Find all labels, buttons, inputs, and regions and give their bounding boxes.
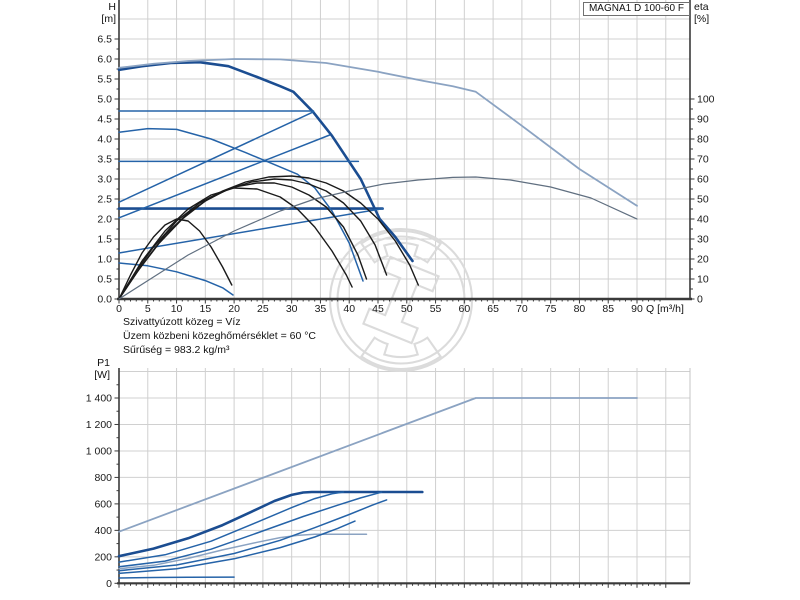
p1-tick-label: 800 xyxy=(94,472,112,484)
p1-tick-label: 1 000 xyxy=(86,445,112,457)
eta-tick-label: 50 xyxy=(697,194,709,206)
power-mid-curve xyxy=(118,533,368,570)
h-tick-label: 3.5 xyxy=(97,154,112,166)
eta-tick-label: 80 xyxy=(697,134,709,146)
power-curve-4 xyxy=(118,499,388,572)
pump-model-label: MAGNA1 D 100-60 F xyxy=(583,2,690,16)
eta-tick-label: 30 xyxy=(697,234,709,246)
p1-tick-label: 1 200 xyxy=(86,419,112,431)
q-tick-label: 10 xyxy=(171,303,183,315)
q-tick-label: 25 xyxy=(257,303,269,315)
power-max-curve xyxy=(117,490,424,558)
mid-speed-curve xyxy=(118,127,364,282)
eta-tick-label: 0 xyxy=(697,294,703,306)
q-tick-label: 60 xyxy=(458,303,470,315)
twin-max-curve xyxy=(118,58,638,207)
q-axis-unit-label: Q [m³/h] xyxy=(646,303,684,315)
h-tick-label: 6.0 xyxy=(97,54,112,66)
q-tick-label: 70 xyxy=(516,303,528,315)
eta-curve-mid xyxy=(118,187,353,300)
h-tick-label: 1.0 xyxy=(97,254,112,266)
q-tick-label: 35 xyxy=(315,303,327,315)
h-tick-label: 0.0 xyxy=(97,294,112,306)
h-tick-label: 3.0 xyxy=(97,174,112,186)
h-tick-label: 2.5 xyxy=(97,194,112,206)
eta-axis-label-symbol: eta xyxy=(694,1,709,13)
q-tick-label: 65 xyxy=(487,303,499,315)
annotation-pumped-medium: Szivattyúzott közeg = Víz xyxy=(123,316,241,328)
p1-tick-label: 1 400 xyxy=(86,393,112,405)
power-curve-5 xyxy=(118,520,356,575)
bottom-chart-axes: 0 200 400 600 800 1 000 1 200 1 400 xyxy=(86,368,691,590)
q-tick-label: 20 xyxy=(228,303,240,315)
q-tick-label: 85 xyxy=(602,303,614,315)
annotation-liquid-temperature: Üzem közbeni közeghőmérséklet = 60 °C xyxy=(123,330,316,342)
h-tick-label: 0.5 xyxy=(97,274,112,286)
p1-tick-label: 200 xyxy=(94,551,112,563)
eta-tick-label: 70 xyxy=(697,154,709,166)
prop-pressure-curve-1 xyxy=(118,111,315,203)
h-tick-label: 4.5 xyxy=(97,114,112,126)
h-axis-label-symbol: H xyxy=(108,1,116,13)
h-tick-label: 5.0 xyxy=(97,94,112,106)
watermark-coupling-beam xyxy=(362,255,440,345)
top-chart-grid xyxy=(119,0,690,299)
top-chart-axes: 0.0 0.5 1.0 1.5 2.0 2.5 3.0 3.5 4.0 4.5 5.0 5.5 6.0 6… xyxy=(97,0,715,315)
eta-tick-label: 100 xyxy=(697,94,715,106)
q-tick-label: 90 xyxy=(631,303,643,315)
eta-tick-label: 40 xyxy=(697,214,709,226)
q-tick-label: 0 xyxy=(116,303,122,315)
q-tick-label: 55 xyxy=(430,303,442,315)
top-chart-series xyxy=(117,58,638,300)
eta-axis-label-unit: [%] xyxy=(694,13,710,25)
q-tick-label: 30 xyxy=(286,303,298,315)
eta-curve-twin xyxy=(118,176,638,300)
h-tick-label: 4.0 xyxy=(97,134,112,146)
watermark-top-flange xyxy=(359,230,443,264)
p1-axis-label-symbol: P1 xyxy=(97,357,110,369)
q-tick-label: 80 xyxy=(574,303,586,315)
q-tick-label: 75 xyxy=(545,303,557,315)
annotation-density: Sűrűség = 983.2 kg/m³ xyxy=(123,344,230,356)
p1-tick-label: 600 xyxy=(94,498,112,510)
operating-conditions-note: Szivattyúzott közeg = Víz Üzem közbeni k… xyxy=(123,315,316,357)
eta-tick-label: 20 xyxy=(697,254,709,266)
q-tick-label: 40 xyxy=(343,303,355,315)
eta-tick-label: 90 xyxy=(697,114,709,126)
eta-curve-min xyxy=(118,218,233,300)
eta-curve-max xyxy=(118,175,419,300)
q-tick-label: 15 xyxy=(199,303,211,315)
prop-pressure-curve-2 xyxy=(118,134,331,219)
q-tick-label: 5 xyxy=(145,303,151,315)
p1-tick-label: 0 xyxy=(106,578,112,590)
q-tick-label: 50 xyxy=(401,303,413,315)
eta-curve-2 xyxy=(118,178,388,300)
eta-tick-label: 10 xyxy=(697,274,709,286)
h-tick-label: 5.5 xyxy=(97,74,112,86)
p1-axis-label-unit: [W] xyxy=(94,369,110,381)
h-tick-label: 1.5 xyxy=(97,234,112,246)
watermark-bottom-flange xyxy=(359,336,443,370)
q-tick-label: 45 xyxy=(372,303,384,315)
power-min-curve xyxy=(118,576,235,579)
power-curve-3 xyxy=(118,491,383,568)
power-twin-curve xyxy=(118,397,638,533)
power-curve-2 xyxy=(118,491,345,563)
eta-tick-label: 60 xyxy=(697,174,709,186)
prop-pressure-curve-3 xyxy=(118,207,384,254)
h-axis-label-unit: [m] xyxy=(101,13,116,25)
h-tick-label: 6.5 xyxy=(97,34,112,46)
eta-curve-3 xyxy=(118,182,368,300)
bottom-chart-series xyxy=(117,397,638,579)
h-tick-label: 2.0 xyxy=(97,214,112,226)
p1-tick-label: 400 xyxy=(94,525,112,537)
